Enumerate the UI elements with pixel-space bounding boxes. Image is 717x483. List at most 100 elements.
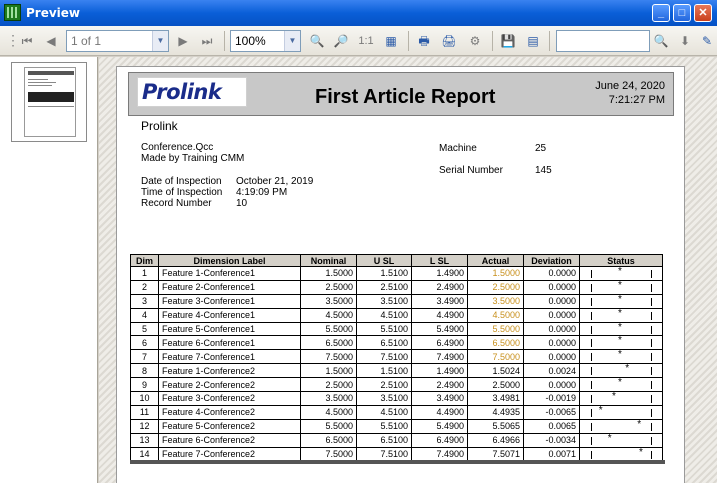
status-marker: * (625, 363, 630, 375)
dimension-label-cell: Feature 6-Conference2 (158, 432, 301, 448)
deviation-cell: 0.0000 (523, 335, 580, 351)
status-marker: * (639, 446, 643, 458)
dimension-label-cell: Feature 1-Conference1 (158, 266, 301, 281)
table-row: 7 Feature 7-Conference1 7.5000 7.5100 7.4900… (130, 349, 663, 365)
status-gauge: * (583, 377, 659, 390)
record-number-label: Record Number (141, 198, 212, 209)
table-row: 3 Feature 3-Conference1 3.5000 3.5100 3.4900… (130, 293, 663, 309)
dim-cell: 9 (130, 377, 159, 393)
zoom-out-icon[interactable]: 🔎 (333, 34, 349, 48)
actual-size-button[interactable]: 1:1 (358, 35, 374, 47)
actual-cell: 2.5000 (467, 279, 524, 295)
usl-cell: 2.5100 (356, 377, 412, 393)
usl-cell: 2.5100 (356, 279, 412, 295)
status-cell: * (579, 266, 663, 281)
status-cell: * (579, 363, 663, 379)
toolbar-separator (408, 31, 409, 51)
status-marker: * (607, 432, 612, 444)
dimension-label-cell: Feature 3-Conference1 (158, 293, 301, 309)
date-of-inspection-value: October 21, 2019 (236, 176, 314, 187)
preview-area[interactable]: Prolink First Article Report June 24, 20… (99, 57, 717, 483)
actual-cell: 6.4966 (467, 432, 524, 448)
page-selector[interactable]: 1 of 1 ▼ (66, 30, 169, 52)
dimension-label-cell: Feature 7-Conference1 (158, 349, 301, 365)
table-footer-bar (130, 460, 665, 464)
print-setup-icon[interactable]: 🖨 (441, 34, 457, 48)
actual-cell: 3.5000 (467, 293, 524, 309)
toolbar-separator (224, 31, 225, 51)
actual-cell: 4.4935 (467, 404, 524, 420)
toolbar: ⋮ ⏮ ◀ 1 of 1 ▼ ▶ ⏭ 100% ▼ 🔍 🔎 1:1 ▦ 🖶 🖨 … (0, 26, 717, 56)
nominal-cell: 3.5000 (300, 293, 357, 309)
title-bar: Preview _ □ ✕ (0, 0, 717, 26)
deviation-cell: 0.0000 (523, 321, 580, 337)
grip-icon: ⋮ (6, 32, 20, 48)
nominal-cell: 3.5000 (300, 391, 357, 406)
lsl-cell: 7.4900 (411, 349, 468, 365)
upper-limit-tick (651, 339, 652, 348)
status-gauge: * (583, 405, 659, 418)
actual-cell: 5.5000 (467, 321, 524, 337)
dim-cell: 1 (130, 266, 159, 281)
deviation-cell: 0.0000 (523, 377, 580, 393)
upper-limit-tick (651, 394, 652, 403)
report-page: Prolink First Article Report June 24, 20… (116, 66, 685, 483)
deviation-cell: 0.0000 (523, 349, 580, 365)
date-of-inspection-label: Date of Inspection (141, 176, 222, 187)
lower-limit-tick (591, 422, 592, 431)
fit-page-icon[interactable]: ▦ (385, 34, 397, 48)
save-icon[interactable]: 💾 (500, 34, 516, 48)
dim-cell: 8 (130, 363, 159, 379)
status-cell: * (579, 280, 663, 295)
serial-number-value: 145 (535, 165, 552, 176)
zoom-selector[interactable]: 100% ▼ (230, 30, 301, 52)
usl-cell: 5.5100 (356, 418, 412, 434)
close-button[interactable]: ✕ (694, 4, 712, 22)
report-title: First Article Report (315, 86, 496, 108)
dim-cell: 2 (130, 279, 159, 295)
actual-cell: 7.5000 (467, 349, 524, 365)
zoom-in-icon[interactable]: 🔍 (309, 34, 325, 48)
dimension-label-cell: Feature 7-Conference2 (158, 446, 301, 462)
upper-limit-tick (651, 408, 652, 417)
next-page-icon[interactable]: ▶ (178, 34, 188, 48)
upper-limit-tick (651, 450, 652, 459)
page-thumbnail[interactable] (11, 62, 87, 142)
actual-cell: 3.4981 (467, 391, 524, 406)
nominal-cell: 2.5000 (300, 377, 357, 393)
made-by: Made by Training CMM (141, 153, 245, 164)
print-icon[interactable]: 🖶 (418, 34, 430, 48)
minimize-button[interactable]: _ (652, 4, 670, 22)
usl-cell: 5.5100 (356, 321, 412, 337)
maximize-button[interactable]: □ (673, 4, 691, 22)
search-input[interactable] (556, 30, 650, 52)
first-page-icon[interactable]: ⏮ (21, 34, 33, 48)
upper-limit-tick (651, 353, 652, 362)
dim-cell: 12 (130, 418, 159, 434)
dimension-label-cell: Feature 5-Conference1 (158, 321, 301, 337)
status-gauge: * (583, 446, 659, 460)
actual-cell: 2.5000 (467, 377, 524, 393)
nominal-cell: 4.5000 (300, 307, 357, 323)
page-setup-icon[interactable]: ⚙ (469, 34, 481, 48)
export-icon[interactable]: ▤ (527, 34, 539, 48)
options-icon[interactable]: ✎ (701, 34, 713, 48)
machine-value: 25 (535, 143, 547, 154)
upper-limit-tick (651, 422, 652, 431)
table-row: 10 Feature 3-Conference2 3.5000 3.5100 3.490… (130, 391, 663, 406)
nominal-cell: 4.5000 (300, 404, 357, 420)
nominal-cell: 1.5000 (300, 363, 357, 379)
dimension-label-cell: Feature 1-Conference2 (158, 363, 301, 379)
find-next-icon[interactable]: ⬇ (679, 34, 691, 48)
status-cell: * (579, 307, 663, 323)
chevron-down-icon[interactable]: ▼ (284, 31, 300, 51)
chevron-down-icon[interactable]: ▼ (152, 31, 168, 51)
previous-page-icon[interactable]: ◀ (46, 34, 56, 48)
last-page-icon[interactable]: ⏭ (201, 34, 213, 48)
actual-cell: 1.5000 (467, 266, 524, 281)
col-usl: U SL (356, 254, 412, 267)
status-marker: * (618, 307, 622, 319)
lower-limit-tick (591, 311, 592, 320)
search-icon[interactable]: 🔍 (653, 34, 669, 48)
status-cell: * (579, 322, 663, 337)
